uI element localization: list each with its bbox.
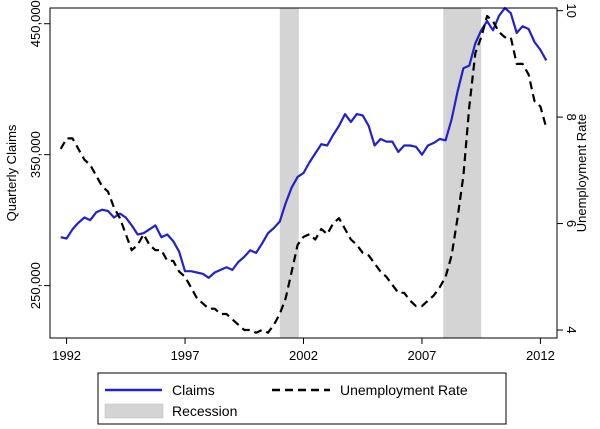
x-tick-label: 1997 (171, 348, 200, 363)
x-tick-label: 1992 (52, 348, 81, 363)
legend-recession-swatch (104, 403, 164, 419)
y-left-axis-label: Quarterly Claims (4, 124, 19, 221)
y-right-tick-label: 6 (564, 220, 579, 227)
x-tick-label: 2012 (526, 348, 555, 363)
y-left-tick-label: 350,000 (28, 131, 43, 178)
x-axis: 1992 1997 2002 2007 2012 (52, 338, 555, 363)
recession-bands (279, 8, 482, 338)
y-left-tick-label: 250,000 (28, 262, 43, 309)
legend-recession-label: Recession (172, 403, 237, 419)
unemployment-rate-line (59, 14, 548, 334)
y-right-tick-label: 4 (564, 326, 579, 333)
legend-claims-label: Claims (172, 382, 215, 398)
legend-box (97, 372, 507, 425)
y-right-axis: 4 6 8 10 (557, 3, 579, 334)
series-lines (59, 6, 548, 334)
y-right-tick-label: 8 (564, 113, 579, 120)
x-tick-label: 2002 (289, 348, 318, 363)
y-right-tick-label: 10 (564, 3, 579, 17)
recession-band-1 (279, 8, 299, 338)
y-right-axis-label: Unemployment Rate (574, 114, 589, 233)
x-tick-label: 2007 (407, 348, 436, 363)
legend-unemployment-label: Unemployment Rate (340, 382, 468, 398)
claims-line (60, 6, 548, 279)
legend: Claims Unemployment Rate Recession (97, 372, 507, 425)
y-left-tick-label: 450,000 (28, 0, 43, 47)
y-left-axis: 250,000 350,000 450,000 (28, 0, 50, 309)
